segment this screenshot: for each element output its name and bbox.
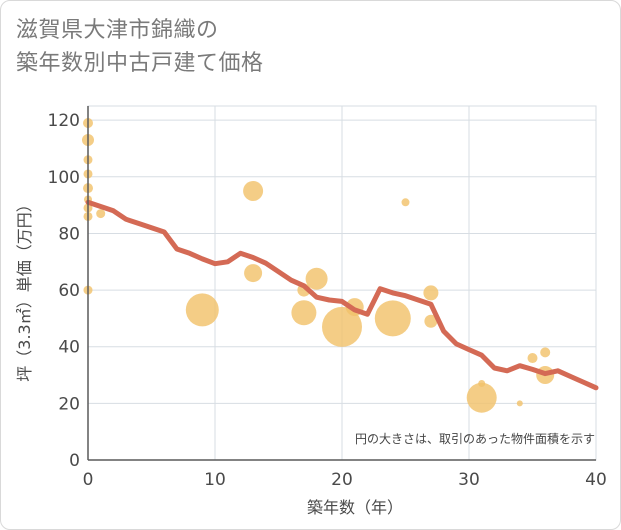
x-axis-label: 築年数（年） — [307, 498, 403, 517]
y-tick-label: 20 — [58, 394, 80, 414]
bubble-point — [305, 267, 328, 290]
bubble-point — [401, 198, 410, 207]
x-tick-label: 0 — [83, 470, 94, 490]
bubble-point — [322, 306, 362, 347]
size-annotation: 円の大きさは、取引のあった物件面積を示す — [355, 431, 595, 446]
y-tick-label: 100 — [48, 168, 80, 188]
y-tick-label: 40 — [58, 338, 80, 358]
bubble-point — [540, 347, 551, 358]
y-tick-label: 80 — [58, 224, 80, 244]
bubble-layer — [82, 117, 555, 413]
bubble-point — [374, 300, 411, 337]
y-tick-label: 60 — [58, 281, 80, 301]
bubble-point — [243, 180, 264, 201]
bubble-point — [244, 264, 263, 283]
bubble-point — [516, 400, 523, 407]
average-price-line — [85, 199, 599, 391]
x-tick-label: 10 — [204, 470, 226, 490]
axis-layer: 0 20 40 60 80 100 120 0 10 20 30 40 — [48, 106, 607, 490]
x-tick-label: 30 — [458, 470, 480, 490]
y-tick-label: 120 — [48, 111, 80, 131]
y-axis-label: 坪（3.3㎡）単価（万円） — [15, 196, 34, 381]
bubble-point — [291, 300, 317, 326]
bubble-point — [185, 293, 219, 327]
grid-layer — [87, 105, 597, 461]
line-layer — [85, 199, 599, 391]
x-tick-label: 40 — [585, 470, 607, 490]
bubble-point — [423, 285, 439, 301]
bubble-point — [466, 382, 497, 413]
x-tick-label: 20 — [331, 470, 353, 490]
bubble-point — [527, 353, 538, 364]
chart-title: 滋賀県大津市錦織の 築年数別中古戸建て価格 — [16, 18, 264, 76]
bubble-point — [424, 314, 438, 328]
bubble-point — [96, 209, 106, 219]
y-tick-label: 0 — [69, 451, 80, 471]
